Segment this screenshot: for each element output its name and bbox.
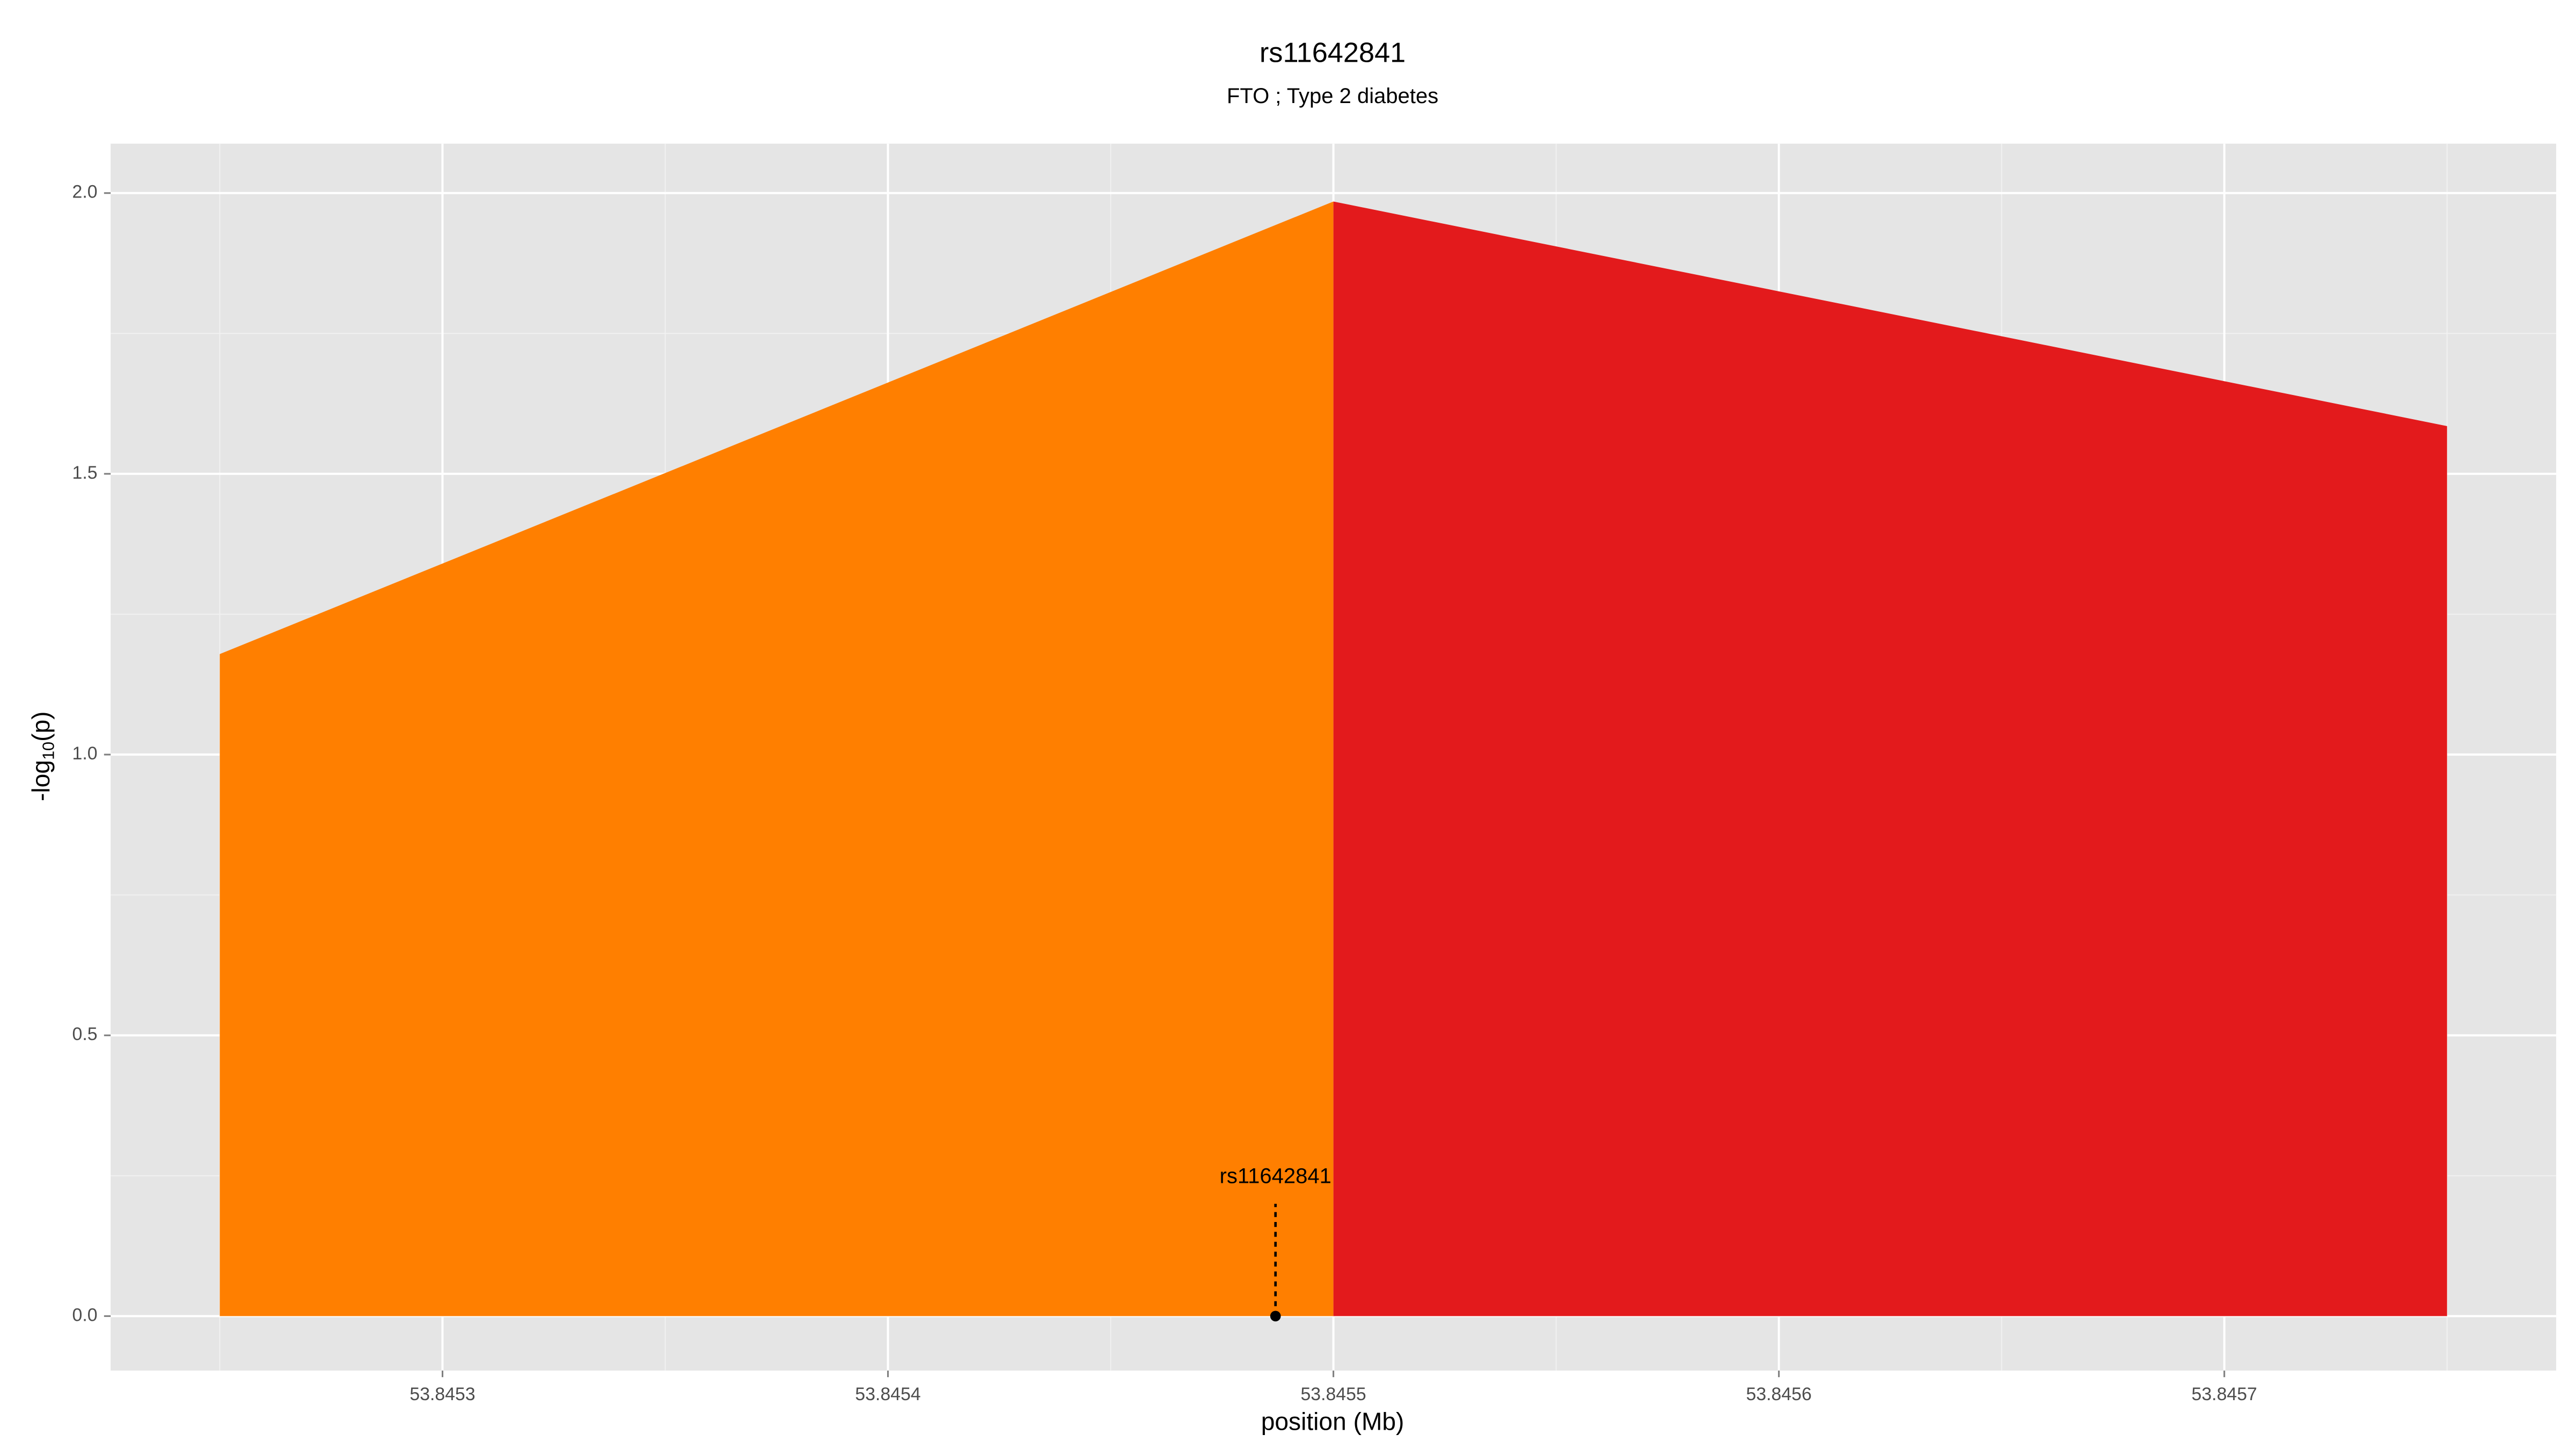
chart-subtitle: FTO ; Type 2 diabetes bbox=[1227, 84, 1438, 108]
x-tick-label: 53.8456 bbox=[1746, 1384, 1812, 1404]
annotation-label: rs11642841 bbox=[1220, 1164, 1331, 1188]
annotation: rs11642841 bbox=[1220, 1164, 1331, 1322]
y-axis-label: -log10(p) bbox=[27, 711, 57, 801]
y-axis-label-main: -log bbox=[27, 760, 55, 801]
y-tick-label: 1.5 bbox=[72, 463, 98, 483]
y-tick-label: 0.0 bbox=[72, 1305, 98, 1325]
chart-title: rs11642841 bbox=[1260, 37, 1406, 68]
area bbox=[1333, 201, 2447, 1316]
x-axis-label: position (Mb) bbox=[1261, 1407, 1404, 1435]
y-tick-label: 1.0 bbox=[72, 743, 98, 764]
y-tick-label: 0.5 bbox=[72, 1024, 98, 1044]
y-axis-label-sub: 10 bbox=[39, 742, 57, 760]
y-tick-label: 2.0 bbox=[72, 182, 98, 202]
x-tick-label: 53.8454 bbox=[855, 1384, 920, 1404]
axes: 0.0 0.5 1.0 1.5 2.0 53.8453 53.8454 53.8455 53.8… bbox=[72, 182, 2257, 1404]
y-axis-label-end: (p) bbox=[27, 711, 55, 741]
x-tick-label: 53.8455 bbox=[1300, 1384, 1366, 1404]
marks bbox=[219, 201, 2447, 1316]
x-tick-label: 53.8453 bbox=[409, 1384, 475, 1404]
area bbox=[219, 201, 1334, 1316]
annotation-point bbox=[1270, 1311, 1281, 1322]
x-tick-label: 53.8457 bbox=[2192, 1384, 2257, 1404]
